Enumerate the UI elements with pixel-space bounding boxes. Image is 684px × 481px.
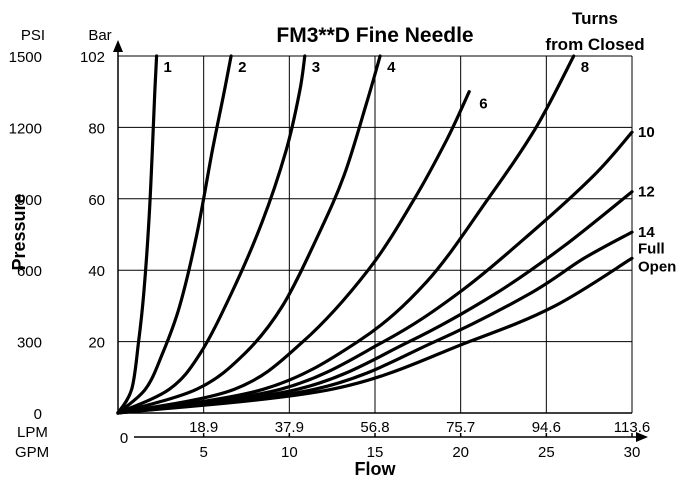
series-label-full-open: Full bbox=[638, 240, 665, 257]
series-line-4 bbox=[116, 54, 382, 415]
series-line-10 bbox=[116, 130, 634, 415]
x-tick-label-lpm: 75.7 bbox=[446, 419, 475, 436]
legend-title-line-2: from Closed bbox=[545, 35, 644, 54]
x-tick-label-gpm: 15 bbox=[367, 444, 384, 461]
series-label-10: 10 bbox=[638, 124, 655, 141]
x-tick-label-lpm: 18.9 bbox=[189, 419, 218, 436]
series-label-12: 12 bbox=[638, 184, 655, 201]
series-label-full-open: Open bbox=[638, 258, 676, 275]
series-label-4: 4 bbox=[387, 59, 396, 76]
y-unit-psi: PSI bbox=[21, 27, 45, 44]
series-label-6: 6 bbox=[479, 96, 487, 113]
series-line-2 bbox=[116, 54, 233, 415]
y-axis-label: Pressure bbox=[9, 193, 29, 270]
x-tick-label-lpm: 56.8 bbox=[360, 419, 389, 436]
series-line-1 bbox=[116, 54, 159, 415]
series-curves bbox=[116, 54, 634, 415]
y-tick-label-bar: 40 bbox=[88, 263, 105, 280]
y-tick-label-bar: 102 bbox=[80, 49, 105, 66]
series-line-8 bbox=[116, 54, 576, 415]
x-tick-label-gpm: 0 bbox=[120, 430, 128, 447]
x-tick-label-gpm: 30 bbox=[624, 444, 641, 461]
y-tick-label-bar: 20 bbox=[88, 335, 105, 352]
x-axis-arrow-icon bbox=[636, 432, 648, 442]
y-tick-label-psi: 0 bbox=[34, 406, 42, 423]
x-axis-label: Flow bbox=[355, 459, 397, 479]
series-label-3: 3 bbox=[312, 59, 320, 76]
x-unit-gpm: GPM bbox=[15, 444, 49, 461]
y-tick-label-psi: 1500 bbox=[9, 49, 42, 66]
y-unit-bar: Bar bbox=[88, 27, 111, 44]
series-line-full-open bbox=[116, 256, 634, 415]
series-label-2: 2 bbox=[238, 59, 246, 76]
y-axis-arrow-icon bbox=[113, 40, 123, 52]
series-label-8: 8 bbox=[581, 59, 589, 76]
series-line-6 bbox=[116, 90, 471, 415]
y-tick-label-psi: 600 bbox=[17, 263, 42, 280]
chart-title: FM3**D Fine Needle bbox=[276, 24, 473, 47]
y-tick-label-bar: 80 bbox=[88, 120, 105, 137]
x-tick-label-gpm: 25 bbox=[538, 444, 555, 461]
series-label-1: 1 bbox=[164, 59, 172, 76]
series-line-3 bbox=[116, 54, 307, 415]
legend-title-line-1: Turns bbox=[572, 9, 618, 28]
x-tick-label-gpm: 5 bbox=[199, 444, 207, 461]
x-tick-label-lpm: 94.6 bbox=[532, 419, 561, 436]
y-tick-label-psi: 300 bbox=[17, 335, 42, 352]
y-tick-label-psi: 1200 bbox=[9, 120, 42, 137]
x-tick-label-gpm: 10 bbox=[281, 444, 298, 461]
x-tick-label-gpm: 20 bbox=[452, 444, 469, 461]
x-tick-label-lpm: 113.6 bbox=[614, 419, 650, 436]
axes bbox=[113, 40, 648, 442]
x-unit-lpm: LPM bbox=[17, 424, 48, 441]
y-tick-label-psi: 900 bbox=[17, 192, 42, 209]
series-label-14: 14 bbox=[638, 224, 655, 241]
x-tick-label-lpm: 37.9 bbox=[275, 419, 304, 436]
y-tick-label-bar: 60 bbox=[88, 192, 105, 209]
